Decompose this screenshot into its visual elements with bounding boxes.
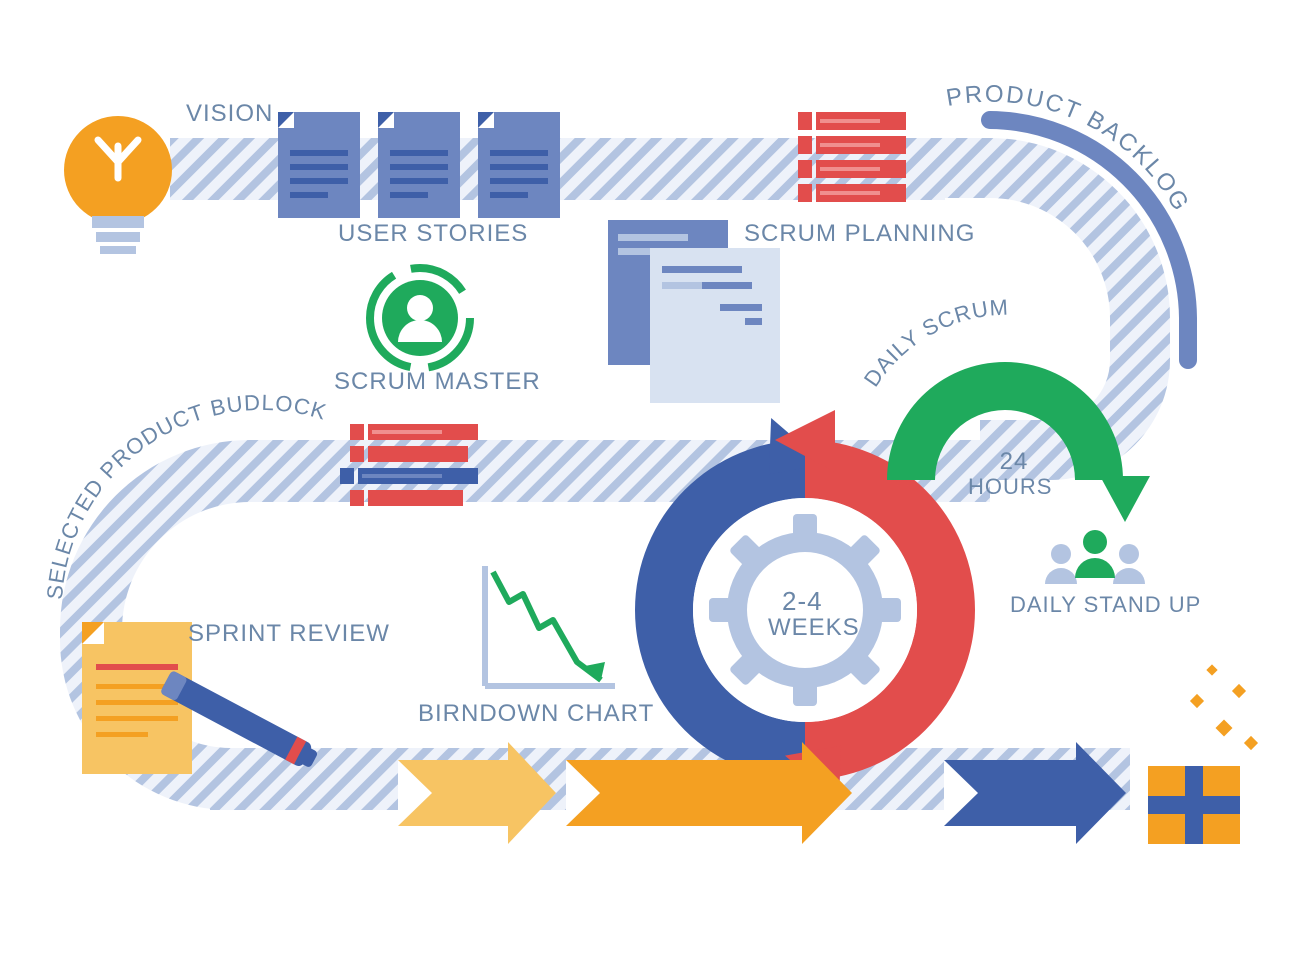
- daily-scrum-label: DAILY SCRUM: [0, 0, 1307, 980]
- weeks-2-4-a: 2-4: [782, 586, 823, 617]
- burndown-chart-label: BIRNDOWN CHART: [418, 700, 654, 728]
- weeks-2-4-b: WEEKS: [768, 614, 860, 642]
- sprint-review-label: SPRINT REVIEW: [188, 620, 390, 648]
- hours-24-label: 24: [984, 448, 1044, 476]
- daily-standup-label: DAILY STAND UP: [1010, 592, 1201, 618]
- svg-text:DAILY SCRUM: DAILY SCRUM: [859, 295, 1010, 392]
- hours-label: HOURS: [968, 474, 1052, 500]
- scrum-infographic: VISION USER STORIES SCRUM PLANNING PRODU…: [0, 0, 1307, 980]
